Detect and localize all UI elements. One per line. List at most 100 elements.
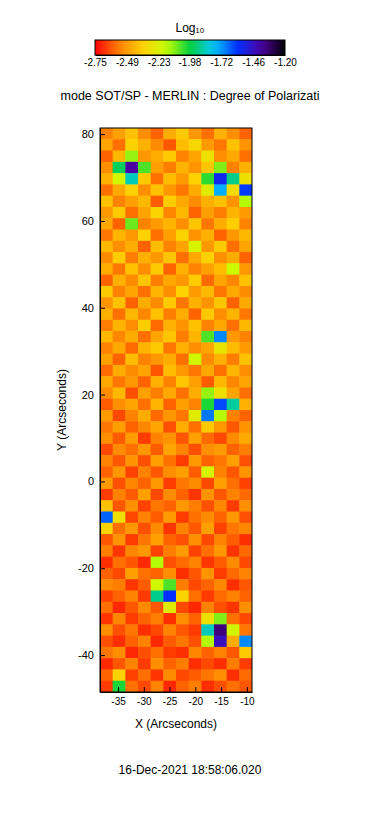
colorbar-tick: -1.98 [178, 55, 201, 68]
cell [214, 478, 227, 490]
cell [138, 444, 151, 456]
cell [227, 613, 240, 625]
cell [214, 218, 227, 230]
cell [189, 568, 202, 580]
cell [113, 308, 126, 320]
cell [227, 365, 240, 377]
cell [239, 365, 252, 377]
cell [239, 602, 252, 614]
cell [227, 568, 240, 580]
cell [138, 568, 151, 580]
cell [176, 681, 189, 692]
cell [201, 252, 214, 264]
cell [163, 207, 176, 219]
x-tick: -35 [111, 687, 126, 707]
y-tick-label: 40 [82, 302, 94, 314]
cell [214, 624, 227, 636]
cell [176, 545, 189, 557]
cell [113, 557, 126, 569]
cell [113, 433, 126, 445]
y-tick-mark [100, 308, 105, 309]
cell [189, 376, 202, 388]
cell [201, 590, 214, 602]
cell [163, 354, 176, 366]
cell [113, 252, 126, 264]
cell [125, 399, 138, 411]
cell [138, 624, 151, 636]
cell [163, 500, 176, 512]
cell [176, 173, 189, 185]
colorbar-tick-label: -1.46 [242, 57, 265, 68]
cell [151, 173, 164, 185]
cell [163, 444, 176, 456]
cell [138, 387, 151, 399]
cell [138, 557, 151, 569]
cell [100, 252, 113, 264]
cell [176, 421, 189, 433]
cell [138, 354, 151, 366]
cell [113, 342, 126, 354]
y-tick-label: -40 [78, 649, 94, 661]
cell [227, 275, 240, 287]
cell [138, 162, 151, 174]
cell [214, 658, 227, 670]
cell [239, 399, 252, 411]
cell [239, 207, 252, 219]
cell [227, 636, 240, 648]
cell [151, 151, 164, 163]
cell [227, 331, 240, 343]
y-tick-mark [100, 481, 105, 482]
cell [189, 658, 202, 670]
cell [189, 399, 202, 411]
cell [100, 624, 113, 636]
cell [189, 286, 202, 298]
cell [239, 173, 252, 185]
cell [125, 545, 138, 557]
cell [176, 196, 189, 208]
cell [176, 275, 189, 287]
cell [125, 196, 138, 208]
cell [227, 545, 240, 557]
cell [113, 444, 126, 456]
cell [176, 613, 189, 625]
cell [227, 308, 240, 320]
cell [163, 128, 176, 140]
cell [201, 320, 214, 332]
cell [189, 534, 202, 546]
cell [125, 466, 138, 478]
cell [100, 489, 113, 501]
cell [138, 636, 151, 648]
cell [163, 376, 176, 388]
cell [138, 590, 151, 602]
cell [100, 365, 113, 377]
cell [239, 647, 252, 659]
cell [214, 342, 227, 354]
cell [163, 230, 176, 242]
cell [138, 184, 151, 196]
cell [163, 286, 176, 298]
cell [163, 613, 176, 625]
cell [227, 433, 240, 445]
cell [113, 320, 126, 332]
cell [201, 500, 214, 512]
cell [138, 252, 151, 264]
cell [189, 681, 202, 692]
cell [113, 173, 126, 185]
x-tick-mark [144, 687, 145, 692]
cell [201, 173, 214, 185]
cell [239, 658, 252, 670]
cell [100, 241, 113, 253]
y-axis: -40-20020406080 [78, 128, 105, 692]
cell [239, 624, 252, 636]
cell [176, 399, 189, 411]
cell [227, 444, 240, 456]
cell [151, 613, 164, 625]
cell [113, 196, 126, 208]
cell [214, 376, 227, 388]
cell [138, 489, 151, 501]
cell [189, 275, 202, 287]
cell [201, 421, 214, 433]
cell [100, 636, 113, 648]
colorbar-tick-label: -2.75 [84, 57, 107, 68]
cell [239, 410, 252, 422]
